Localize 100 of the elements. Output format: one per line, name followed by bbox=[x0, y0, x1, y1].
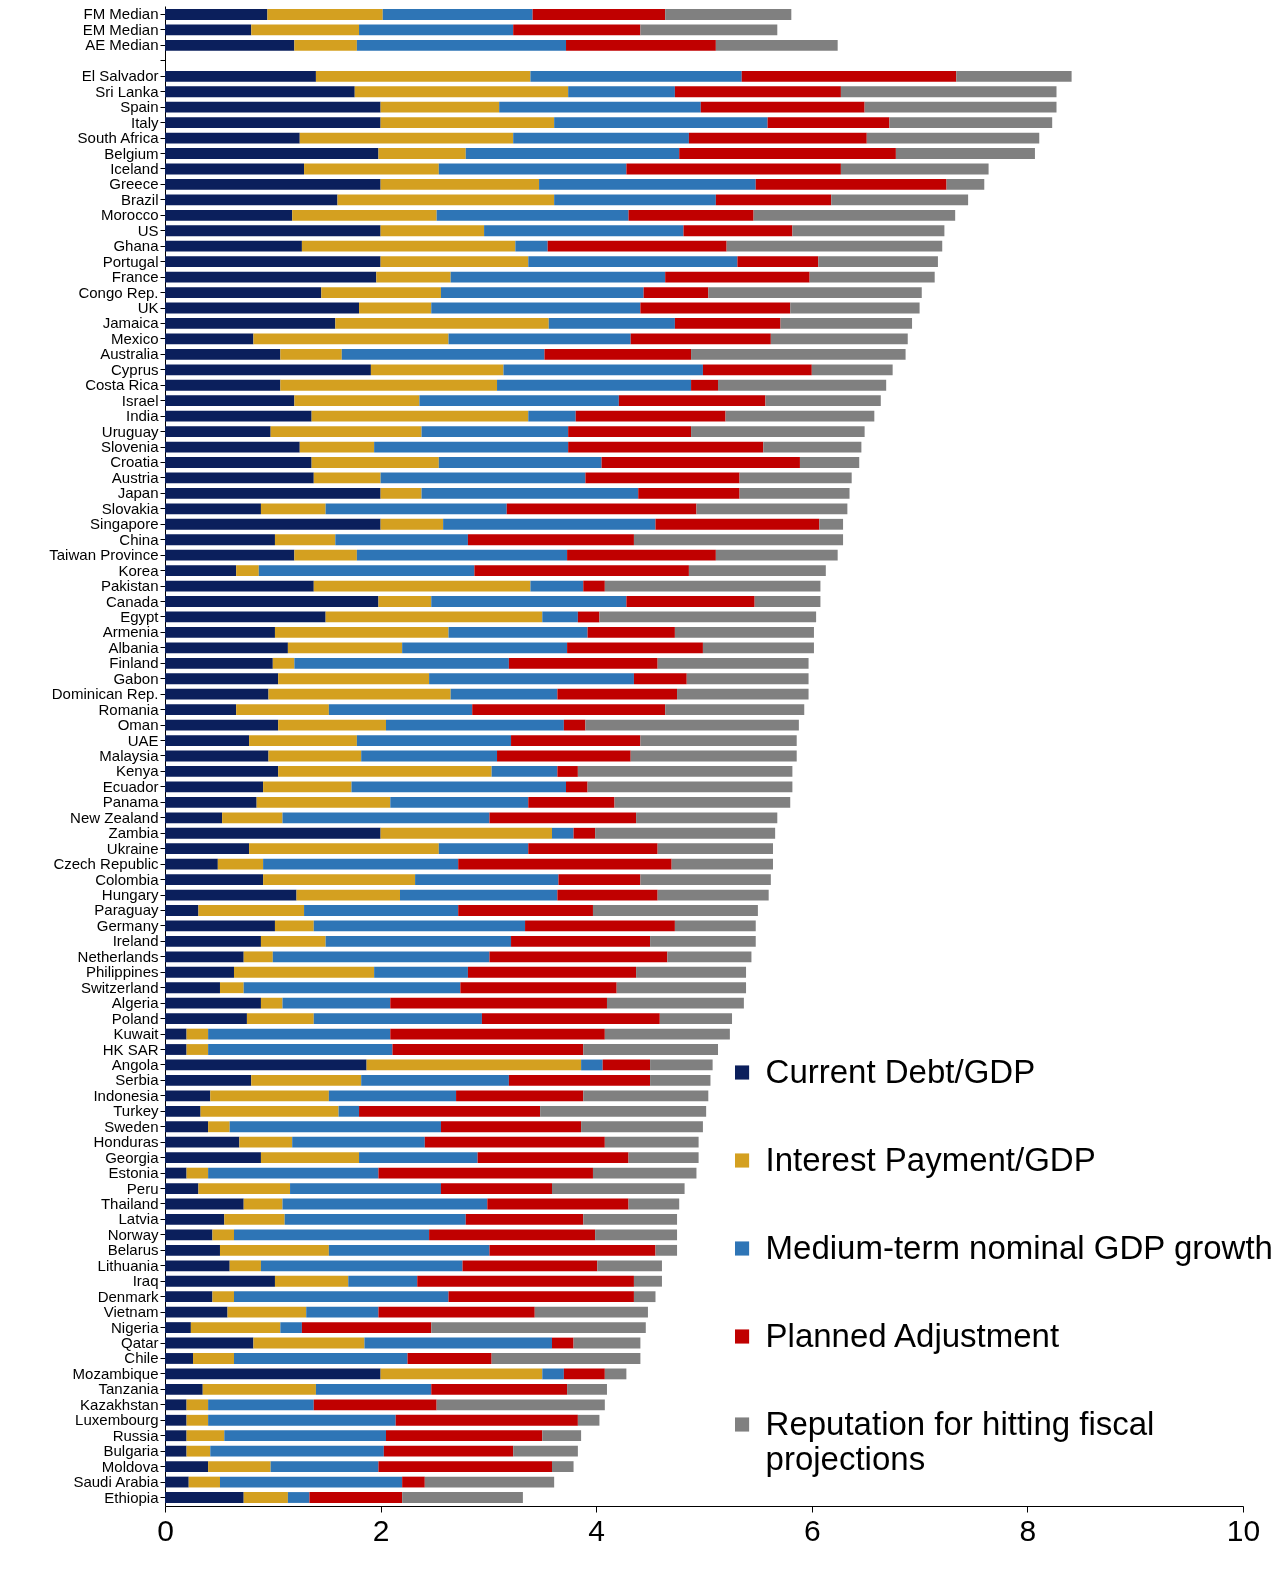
bar bbox=[165, 395, 295, 407]
bar bbox=[165, 1167, 187, 1179]
bar bbox=[233, 1229, 430, 1241]
bar bbox=[356, 549, 568, 561]
bar bbox=[650, 1059, 713, 1071]
bar bbox=[290, 1183, 441, 1194]
bar bbox=[370, 364, 504, 376]
bar bbox=[236, 565, 259, 577]
bar bbox=[696, 503, 848, 515]
y-tick-label: Zambia bbox=[108, 824, 160, 842]
bar bbox=[321, 287, 441, 298]
bar bbox=[208, 1028, 391, 1040]
bar bbox=[489, 812, 637, 824]
bar bbox=[552, 827, 574, 839]
y-tick-label: HK SAR bbox=[102, 1040, 159, 1058]
bar bbox=[260, 1152, 360, 1164]
y-tick-label: Indonesia bbox=[93, 1086, 160, 1104]
bar bbox=[419, 395, 619, 407]
bar bbox=[272, 951, 490, 963]
bar bbox=[165, 766, 279, 777]
bar bbox=[219, 1476, 403, 1488]
bar bbox=[602, 1059, 651, 1071]
bar bbox=[515, 240, 548, 252]
bar bbox=[542, 1368, 564, 1380]
bar bbox=[532, 9, 666, 20]
bar bbox=[702, 642, 814, 654]
bar bbox=[208, 1461, 271, 1473]
bar bbox=[236, 704, 329, 716]
bar bbox=[508, 1075, 651, 1086]
bar bbox=[465, 1214, 584, 1225]
bar bbox=[604, 1028, 730, 1040]
bar bbox=[359, 24, 514, 36]
bar bbox=[506, 503, 697, 515]
bar bbox=[380, 225, 485, 237]
bar bbox=[499, 101, 701, 113]
y-tick-label: Philippines bbox=[85, 963, 159, 981]
bar bbox=[630, 333, 771, 345]
bar bbox=[679, 148, 896, 159]
bar bbox=[165, 271, 377, 283]
bar bbox=[233, 1291, 449, 1303]
bar bbox=[467, 534, 634, 546]
bar bbox=[378, 1167, 593, 1179]
bar bbox=[407, 1353, 492, 1364]
bar bbox=[224, 1430, 386, 1442]
bar bbox=[227, 1306, 307, 1318]
bar bbox=[260, 1260, 463, 1272]
bar bbox=[165, 781, 264, 793]
bar bbox=[489, 951, 668, 963]
bar bbox=[754, 596, 821, 607]
bar bbox=[577, 1414, 600, 1426]
bar bbox=[640, 302, 791, 314]
bar bbox=[659, 1013, 733, 1025]
bar bbox=[165, 1105, 201, 1117]
bar bbox=[628, 209, 754, 221]
bar bbox=[440, 1121, 582, 1133]
bar bbox=[313, 472, 381, 484]
bar bbox=[431, 596, 627, 607]
bar bbox=[508, 657, 658, 669]
bar bbox=[338, 1105, 360, 1117]
y-tick-label: Thailand bbox=[100, 1194, 159, 1212]
bar bbox=[165, 518, 381, 530]
bar bbox=[229, 1121, 441, 1133]
x-tick-label: 10 bbox=[1226, 1513, 1261, 1547]
bar bbox=[674, 920, 756, 932]
bar bbox=[165, 796, 257, 808]
bar bbox=[306, 1306, 379, 1318]
bar bbox=[552, 1461, 574, 1473]
bar bbox=[547, 240, 727, 252]
bar bbox=[380, 101, 500, 113]
bar bbox=[243, 951, 273, 963]
bar bbox=[558, 874, 641, 885]
bar bbox=[222, 812, 283, 824]
bar bbox=[202, 1383, 316, 1395]
bar bbox=[726, 240, 943, 252]
bar bbox=[165, 874, 264, 885]
bar bbox=[429, 673, 634, 685]
bar bbox=[165, 1430, 187, 1442]
bar bbox=[382, 9, 533, 20]
bar bbox=[513, 132, 689, 144]
bar bbox=[566, 781, 588, 793]
bar bbox=[356, 735, 512, 746]
bar bbox=[765, 395, 881, 407]
bar bbox=[548, 318, 675, 329]
bar bbox=[628, 1198, 680, 1210]
bar bbox=[513, 24, 641, 36]
bar bbox=[301, 1322, 432, 1333]
bar bbox=[691, 426, 865, 437]
bar bbox=[671, 858, 773, 870]
bar bbox=[544, 348, 692, 360]
bar bbox=[313, 1013, 482, 1025]
bar bbox=[458, 905, 593, 916]
bar bbox=[270, 1461, 379, 1473]
bar bbox=[597, 1260, 662, 1272]
bar bbox=[165, 951, 244, 963]
bar bbox=[186, 1430, 225, 1442]
bar bbox=[691, 379, 719, 391]
y-tick-label: Georgia bbox=[105, 1148, 160, 1166]
bar bbox=[380, 179, 540, 190]
bar bbox=[552, 1183, 685, 1194]
bar bbox=[165, 565, 237, 577]
